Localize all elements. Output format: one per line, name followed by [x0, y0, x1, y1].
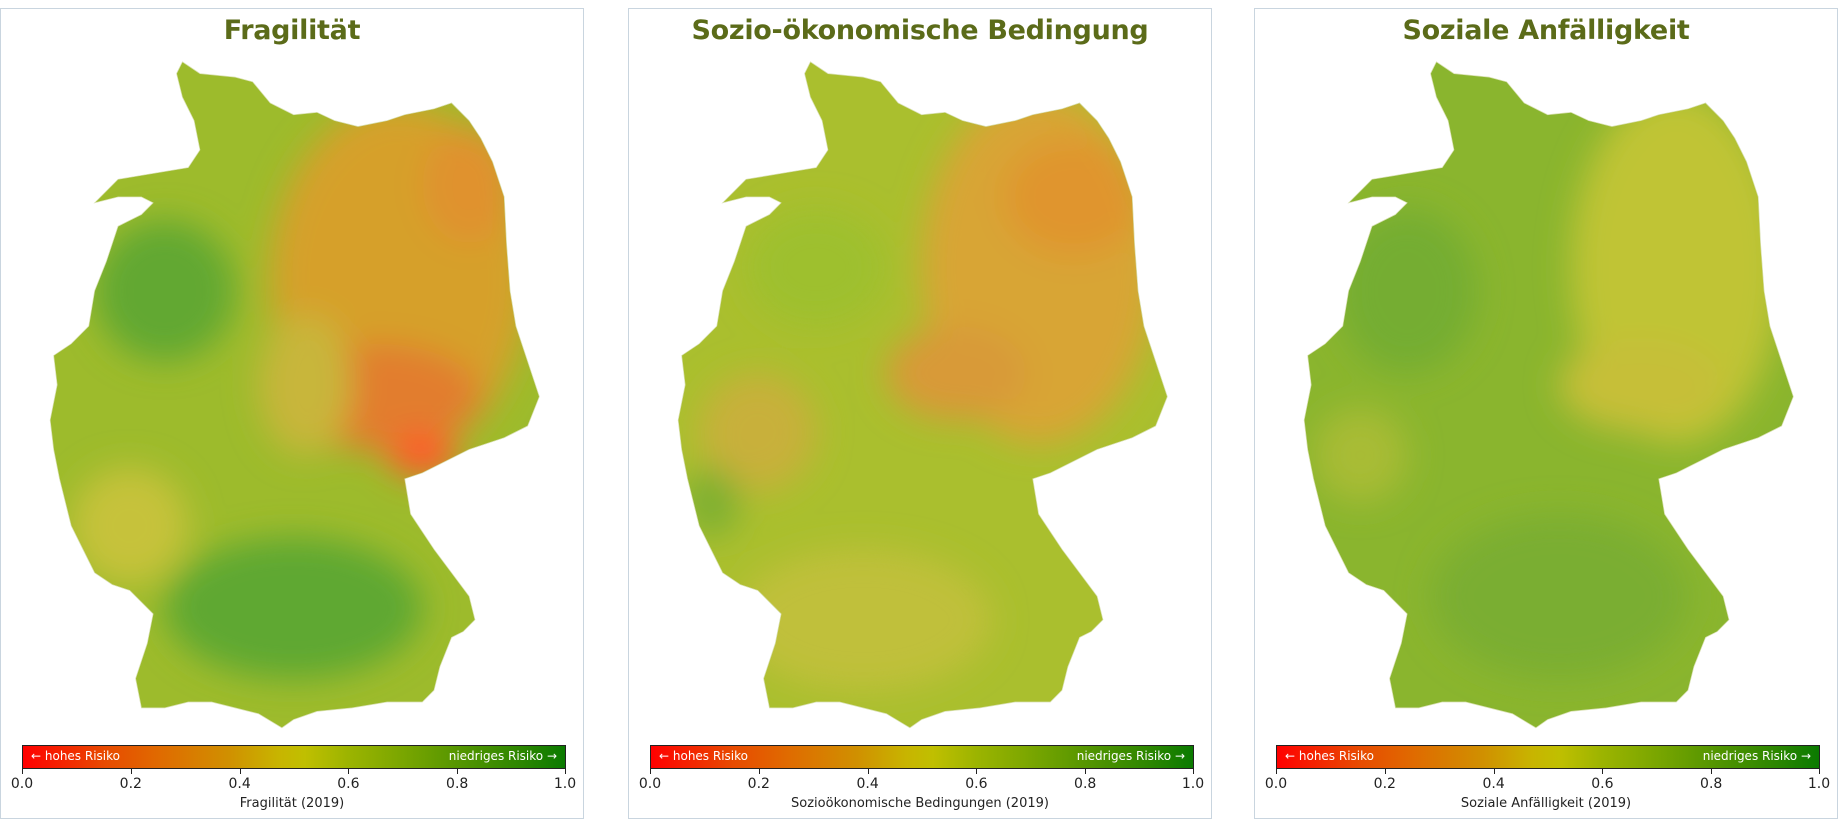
tick-label: 0.6 [1591, 776, 1614, 792]
colorbar-label: Fragilität (2019) [239, 796, 345, 811]
colorbar-right-note: niedriges Risiko → [448, 749, 557, 763]
tick [1193, 769, 1194, 774]
tick-label: 1.0 [1807, 776, 1831, 792]
region-eifel [681, 467, 741, 538]
map-fragilitaet [49, 61, 540, 729]
tick [1085, 769, 1087, 774]
tick [650, 769, 651, 774]
tick-label: 0.4 [228, 776, 251, 792]
colorbar: ← hohes Risiko niedriges Risiko → [22, 745, 566, 769]
region-bavaria [164, 537, 423, 679]
tick-label: 0.2 [747, 776, 770, 792]
region-rhineland [71, 467, 189, 585]
colorbar: ← hohes Risiko niedriges Risiko → [1276, 745, 1820, 769]
tick [1819, 769, 1820, 774]
tick [758, 769, 760, 774]
tick [1602, 769, 1604, 774]
tick-label: 0.2 [1373, 776, 1396, 792]
region-ruhr [699, 373, 817, 491]
region-northwest [1336, 208, 1478, 374]
colorbar-left-note: ← hohes Risiko [1285, 749, 1374, 763]
tick [348, 769, 350, 774]
tick [1493, 769, 1495, 774]
map-soziale-anfaelligkeit [1303, 61, 1794, 729]
tick [239, 769, 241, 774]
tick-label: 0.8 [446, 776, 469, 792]
colorbar-left-note: ← hohes Risiko [659, 749, 748, 763]
panel-fragilitaet: Fragilität ← hohes Risiko niedriges Risi… [0, 8, 584, 819]
tick-label: 0.8 [1074, 776, 1097, 792]
panel-title: Fragilität [223, 15, 361, 46]
colorbar-left-note: ← hohes Risiko [31, 749, 120, 763]
tick-label: 0.0 [638, 776, 662, 792]
region-central [258, 314, 353, 456]
tick-label: 0.4 [1482, 776, 1505, 792]
region-ruhr [1313, 408, 1408, 503]
map-sozio-oekonomisch [677, 61, 1168, 729]
tick-label: 0.4 [856, 776, 879, 792]
tick-label: 1.0 [1181, 776, 1205, 792]
panel-title: Sozio-ökonomische Bedingung [691, 15, 1149, 46]
region-central [886, 326, 1027, 421]
colorbar-label: Soziale Anfälligkeit (2019) [1460, 796, 1632, 811]
colorbar-label: Sozioökonomische Bedingungen (2019) [791, 796, 1049, 811]
tick-label: 0.8 [1700, 776, 1723, 792]
tick [565, 769, 566, 774]
region-bavaria [1430, 514, 1689, 679]
region-northwest [94, 220, 236, 362]
region-brandenburg [1003, 138, 1144, 256]
tick [1276, 769, 1277, 774]
region-erzgebirge [387, 434, 458, 477]
tick-label: 0.2 [119, 776, 142, 792]
panel-soziale-anfaelligkeit: Soziale Anfälligkeit ← hohes Risiko nied… [1254, 8, 1838, 819]
panel-sozio-oekonomisch: Sozio-ökonomische Bedingung ← hohes Risi… [628, 8, 1212, 819]
tick [22, 769, 23, 774]
tick [1711, 769, 1713, 774]
tick [457, 769, 459, 774]
colorbar-right-note: niedriges Risiko → [1702, 749, 1811, 763]
tick-label: 0.6 [965, 776, 988, 792]
colorbar: ← hohes Risiko niedriges Risiko → [650, 745, 1194, 769]
tick-label: 1.0 [553, 776, 577, 792]
tick [976, 769, 978, 774]
region-northwest [746, 208, 887, 327]
tick-label: 0.6 [337, 776, 360, 792]
tick [130, 769, 132, 774]
region-south [734, 549, 992, 691]
colorbar-right-note: niedriges Risiko → [1076, 749, 1185, 763]
tick [867, 769, 869, 774]
region-central [1559, 337, 1724, 432]
tick [1384, 769, 1386, 774]
region-mv [422, 126, 516, 244]
panel-title: Soziale Anfälligkeit [1402, 15, 1690, 46]
tick-label: 0.0 [1264, 776, 1288, 792]
tick-label: 0.0 [10, 776, 34, 792]
